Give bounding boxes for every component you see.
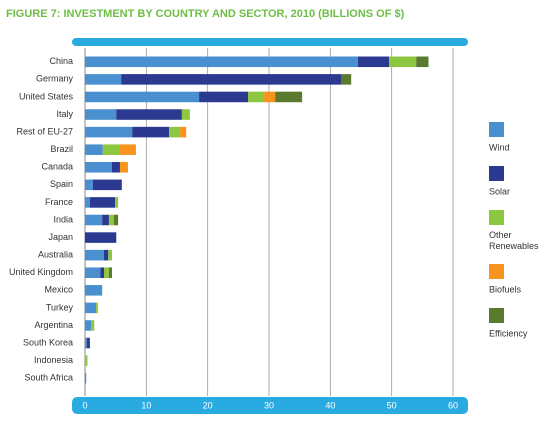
- y-tick-label: South Africa: [24, 373, 73, 383]
- bar-segment: [108, 249, 112, 261]
- bar-segment: [132, 126, 170, 138]
- bar-segment: [85, 372, 87, 384]
- chart-title: FIGURE 7: INVESTMENT BY COUNTRY AND SECT…: [6, 8, 405, 20]
- legend-swatch: [489, 210, 504, 225]
- x-tick-label: 40: [325, 400, 335, 410]
- legend-swatch: [489, 122, 504, 137]
- bar-segment: [180, 126, 187, 138]
- axis-band: [72, 397, 468, 414]
- bar-segment: [121, 74, 342, 85]
- bar-segment: [85, 179, 93, 191]
- bar-segment: [85, 74, 122, 85]
- y-tick-label: India: [53, 214, 73, 224]
- legend-swatch: [489, 166, 504, 181]
- x-tick-label: 60: [448, 400, 458, 410]
- y-tick-label: France: [45, 197, 73, 207]
- bar-segment: [85, 302, 97, 314]
- x-tick-label: 10: [141, 400, 151, 410]
- bar-segment: [119, 144, 136, 155]
- bar-segment: [85, 109, 117, 120]
- bar-segment: [89, 197, 116, 208]
- y-tick-label: Brazil: [50, 144, 73, 154]
- legend-label: Other Renewables: [489, 230, 539, 251]
- y-tick-label: South Korea: [23, 337, 73, 347]
- y-tick-label: Canada: [41, 162, 73, 172]
- bar-segment: [85, 337, 87, 349]
- bar-segment: [248, 91, 265, 103]
- y-tick-label: United States: [19, 91, 74, 101]
- x-tick-label: 50: [387, 400, 397, 410]
- bar-segment: [275, 91, 303, 103]
- legend-swatch: [489, 308, 504, 323]
- bar-segment: [104, 267, 109, 279]
- y-tick-label: Australia: [38, 250, 73, 260]
- legend-label: Solar: [489, 186, 510, 196]
- bar-segment: [85, 285, 103, 296]
- y-tick-label: Argentina: [34, 320, 73, 330]
- bar-segment: [96, 302, 98, 314]
- legend-label: Wind: [489, 142, 510, 152]
- bar-segment: [169, 126, 181, 138]
- bar-segment: [264, 91, 276, 103]
- header-band: [72, 38, 468, 46]
- y-tick-label: Turkey: [46, 302, 74, 312]
- bar-segment: [86, 337, 90, 349]
- y-tick-label: Indonesia: [34, 355, 73, 365]
- bar-segment: [389, 56, 417, 68]
- bar-segment: [104, 249, 109, 261]
- bar-segment: [416, 56, 429, 68]
- bar-segment: [119, 161, 128, 173]
- bar-segment: [85, 320, 92, 331]
- bar-segment: [199, 91, 249, 103]
- bar-segment: [108, 214, 114, 226]
- bar-segment: [85, 355, 88, 366]
- x-tick-label: 20: [203, 400, 213, 410]
- bar-segment: [102, 214, 109, 226]
- bar-segment: [85, 91, 200, 103]
- legend-label: Biofuels: [489, 284, 522, 294]
- legend-swatch: [489, 264, 504, 279]
- bar-segment: [85, 126, 133, 138]
- bar-segment: [111, 161, 120, 173]
- bar-segment: [85, 267, 101, 279]
- bar-segment: [91, 320, 95, 331]
- y-tick-label: Italy: [56, 109, 73, 119]
- bar-segment: [102, 144, 120, 155]
- legend-label: Efficiency: [489, 328, 528, 338]
- y-tick-label: Spain: [50, 179, 73, 189]
- bar-segment: [85, 144, 103, 155]
- bar-segment: [115, 197, 119, 208]
- bar-segment: [85, 232, 117, 243]
- y-tick-label: United Kingdom: [9, 267, 73, 277]
- bar-segment: [85, 249, 105, 261]
- bar-segment: [85, 197, 90, 208]
- bar-segment: [341, 74, 352, 85]
- bar-segment: [85, 214, 103, 226]
- y-tick-label: Rest of EU-27: [16, 126, 73, 136]
- bar-segment: [357, 56, 390, 68]
- bar-segment: [181, 109, 190, 120]
- x-tick-label: 0: [82, 400, 87, 410]
- bar-segment: [85, 161, 112, 173]
- bar-segment: [100, 267, 105, 279]
- y-tick-label: Mexico: [44, 285, 73, 295]
- x-tick-label: 30: [264, 400, 274, 410]
- bar-segment: [116, 109, 182, 120]
- bar-segment: [85, 56, 358, 68]
- bar-segment: [92, 179, 122, 191]
- y-tick-label: Germany: [36, 74, 74, 84]
- bar-segment: [113, 214, 119, 226]
- bar-segment: [108, 267, 112, 279]
- y-tick-label: China: [49, 56, 73, 66]
- y-tick-label: Japan: [48, 232, 73, 242]
